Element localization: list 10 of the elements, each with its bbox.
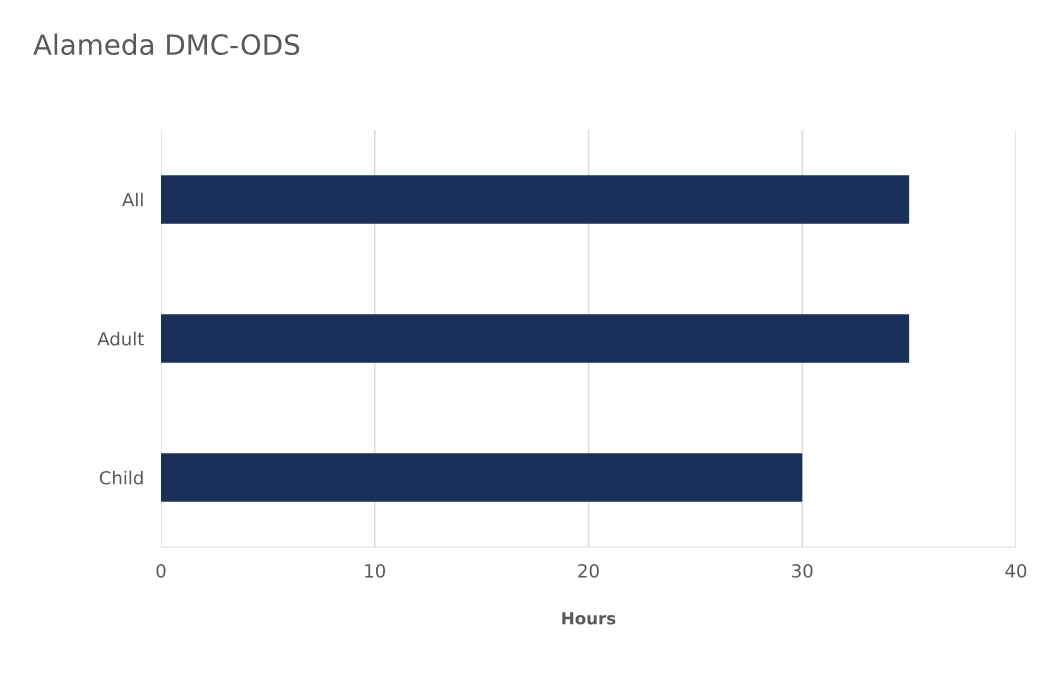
y-tick-label: Child [99, 470, 143, 485]
x-tick-label: 0 [156, 563, 166, 578]
x-tick-label: 30 [792, 563, 813, 578]
x-tick-label: 40 [1005, 563, 1027, 578]
y-tick-label: All [122, 192, 143, 207]
y-tick-label: Adult [97, 331, 144, 346]
chart-title: Alameda DMC-ODS [33, 33, 300, 56]
x-tick-label: 10 [365, 563, 386, 578]
x-axis-title: Hours [562, 612, 616, 625]
x-tick-label: 20 [578, 563, 599, 578]
